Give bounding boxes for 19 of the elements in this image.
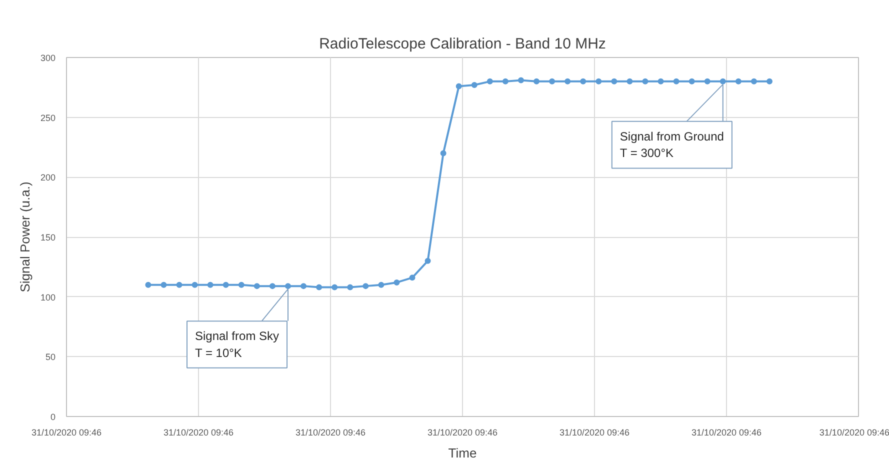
text: 31/10/2020 09:46: [559, 428, 630, 438]
x-axis-title: Time: [448, 446, 477, 460]
text: 31/10/2020 09:46: [163, 428, 234, 438]
annotation: Signal from Sky T = 10°K: [194, 329, 280, 360]
text: 31/10/2020 09:46: [691, 428, 762, 438]
annotation: Signal from Ground T = 300°K: [620, 129, 724, 160]
y-tick-label: 0: [50, 412, 56, 422]
y-tick-label: 300: [40, 53, 56, 63]
text: 31/10/2020 09:46: [31, 428, 102, 438]
y-tick-label: 200: [40, 172, 56, 183]
y-axis-title: Signal Power (u.a.): [17, 182, 32, 292]
text: 31/10/2020 09:46: [819, 428, 889, 438]
y-tick-label: 250: [40, 112, 56, 123]
chart-title: RadioTelescope Calibration - Band 10 MHz: [319, 36, 606, 52]
y-tick-label: 50: [45, 352, 56, 362]
y-tick-label: 150: [40, 232, 56, 242]
y-tick-label: 100: [40, 292, 56, 302]
text: 31/10/2020 09:46: [427, 428, 498, 438]
text: 31/10/2020 09:46: [295, 428, 366, 438]
